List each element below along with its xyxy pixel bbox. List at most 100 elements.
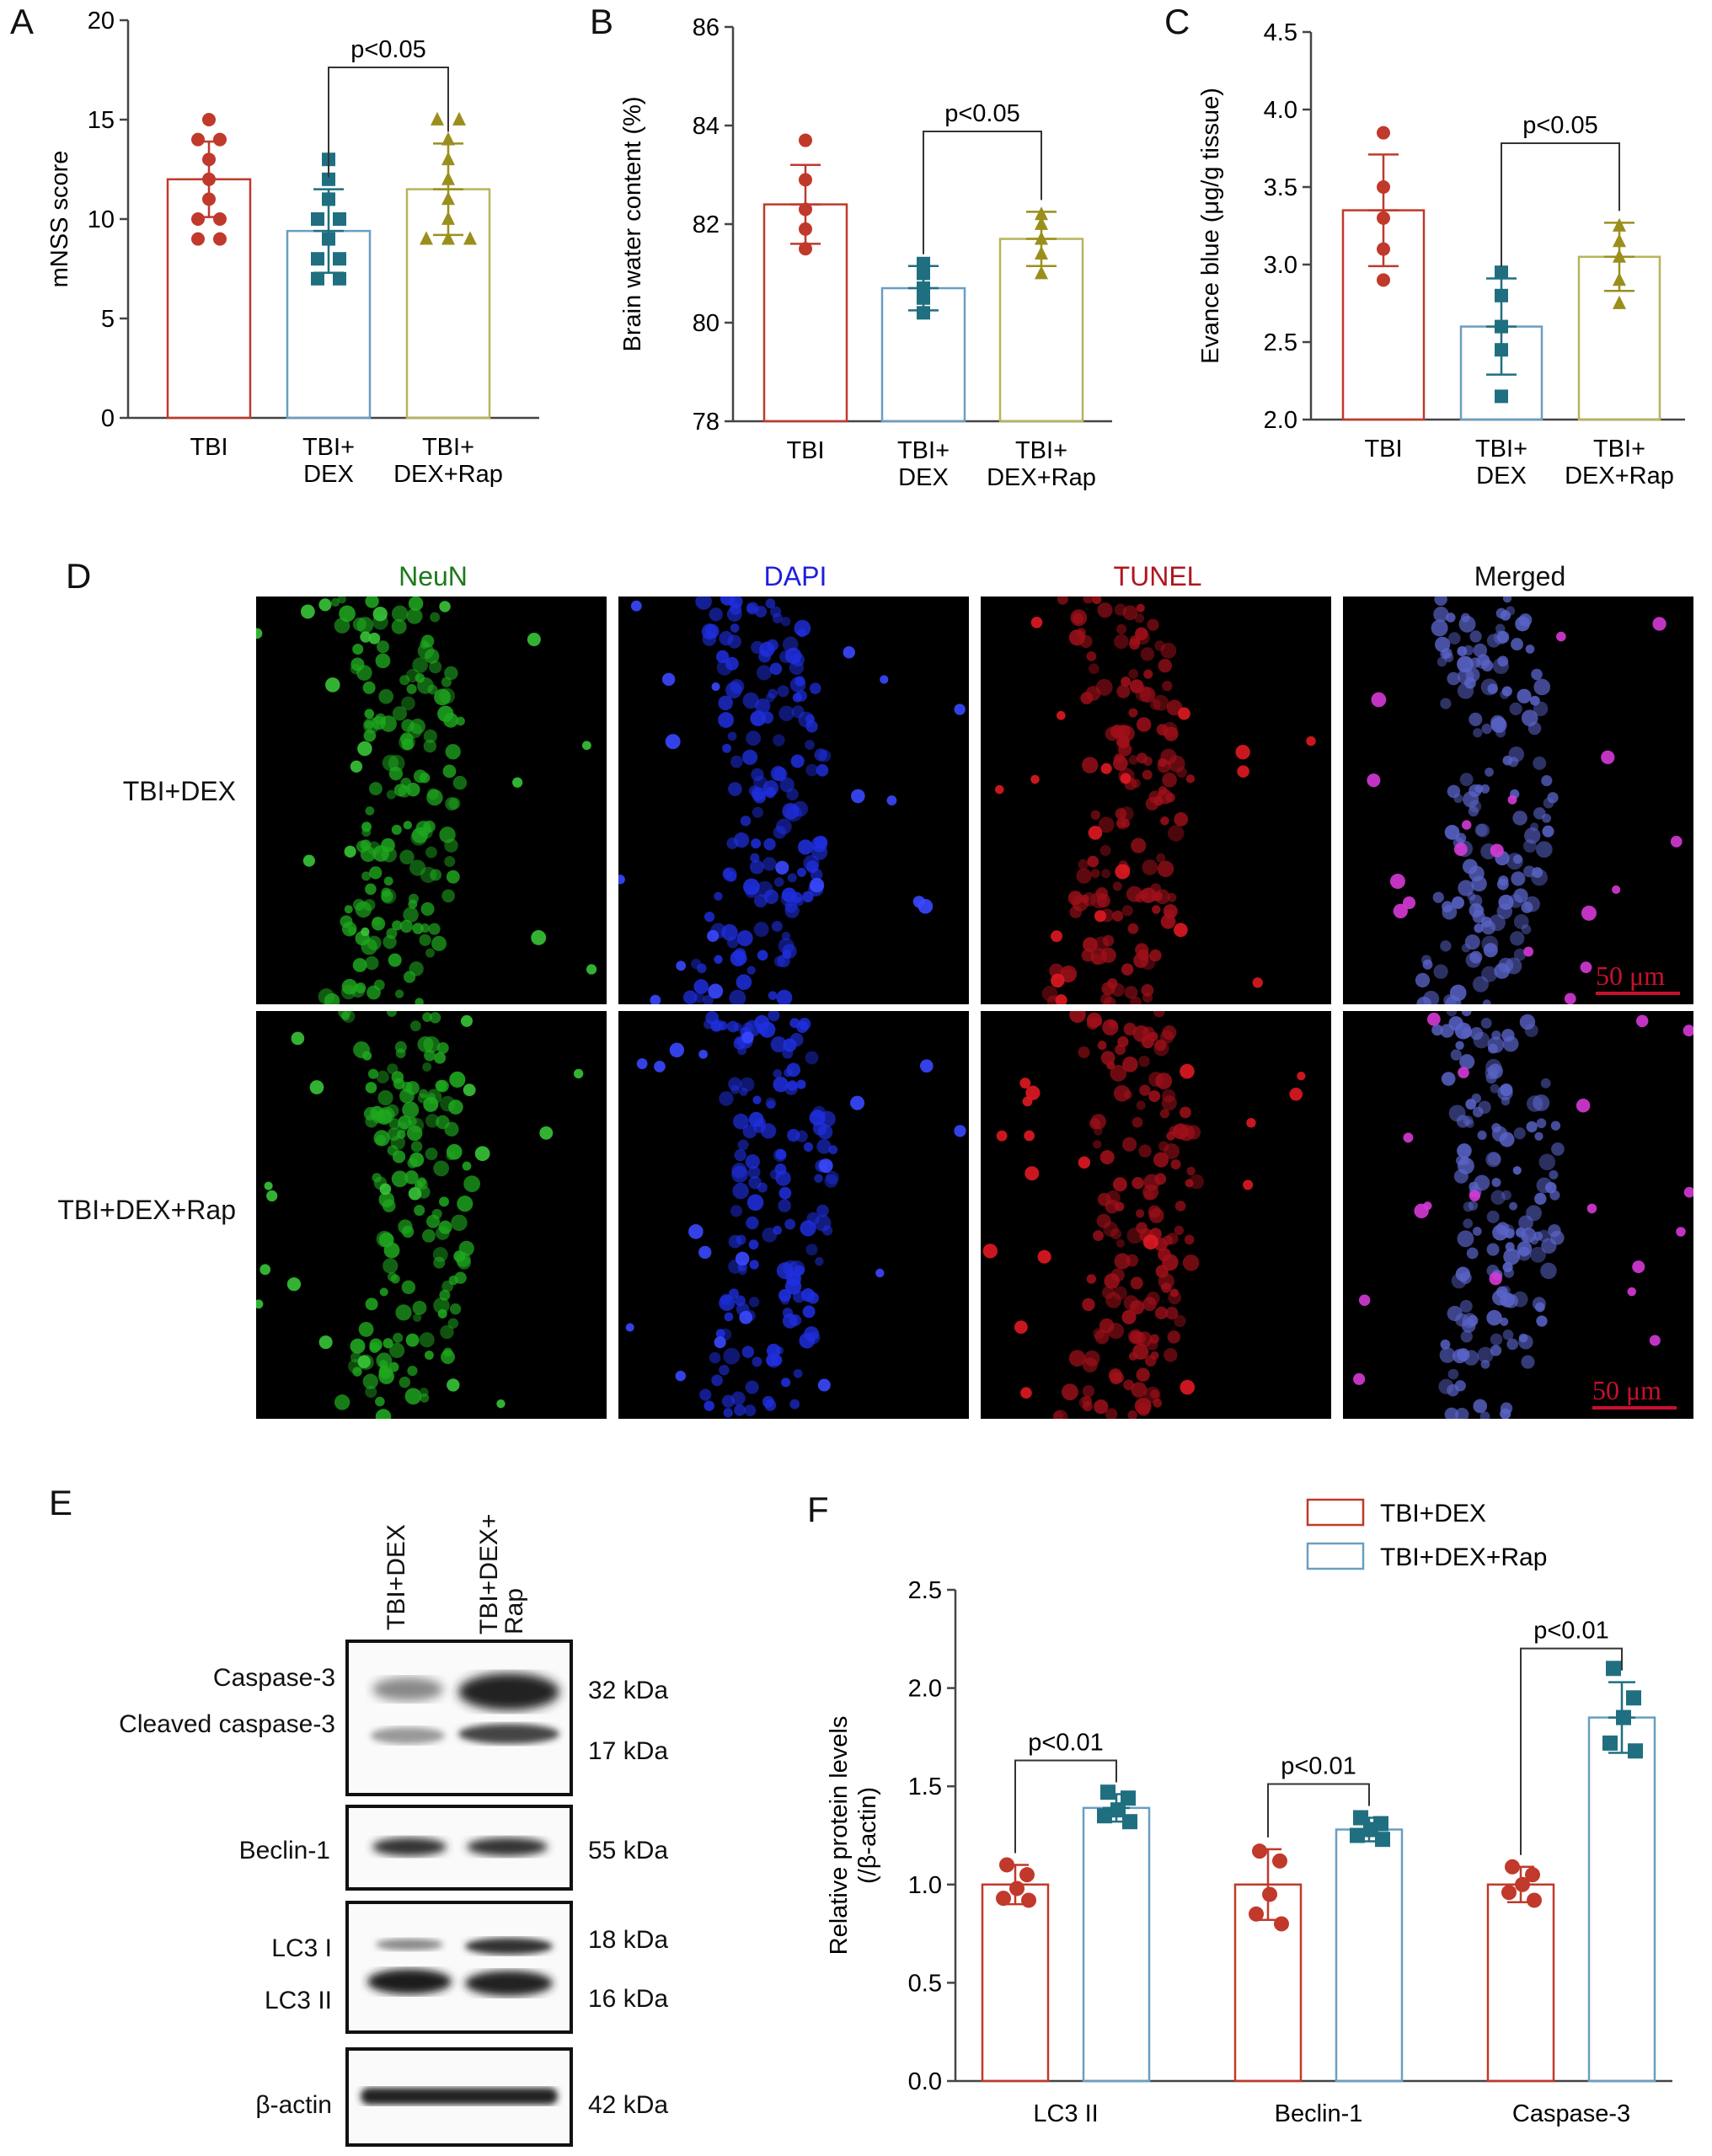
data-point <box>452 111 466 126</box>
cell <box>1485 1151 1501 1168</box>
cell <box>352 617 366 631</box>
cell <box>1095 678 1113 696</box>
cell <box>440 1324 454 1340</box>
cell <box>1122 1057 1138 1073</box>
scattered-cell <box>1423 1201 1432 1211</box>
cell <box>1094 1399 1109 1415</box>
data-point <box>1249 1906 1264 1922</box>
panel-letter-e: E <box>49 1483 73 1522</box>
cell <box>784 1218 796 1230</box>
cell <box>1153 1399 1162 1408</box>
cell <box>407 1366 418 1377</box>
cell <box>1513 914 1529 929</box>
cell <box>682 990 698 1004</box>
cell <box>719 1364 730 1376</box>
cell <box>425 846 437 859</box>
data-point <box>996 1891 1011 1907</box>
data-point <box>917 306 930 320</box>
cell <box>1162 681 1173 692</box>
cell <box>1138 1055 1150 1067</box>
cell <box>1481 966 1498 982</box>
cell <box>347 926 356 935</box>
micrograph-cells <box>982 1011 1306 1419</box>
data-point <box>213 232 227 246</box>
cell <box>742 878 760 896</box>
cell <box>417 1179 428 1190</box>
scattered-cell <box>1177 707 1190 720</box>
cell <box>1073 613 1083 624</box>
data-point <box>1602 1735 1618 1751</box>
cell <box>1526 1121 1538 1133</box>
significance-bracket <box>923 131 1042 254</box>
cell <box>457 1196 473 1212</box>
cell <box>1461 1011 1472 1017</box>
cell <box>1082 1297 1095 1312</box>
scattered-cell <box>1088 826 1103 840</box>
cell <box>438 1220 452 1234</box>
cell <box>1522 839 1537 853</box>
x-tick-label: DEX+Rap <box>1565 463 1674 490</box>
y-tick-label: 2.0 <box>1264 407 1297 434</box>
significance-bracket <box>1014 1759 1117 1854</box>
cell <box>407 1158 418 1169</box>
y-tick-label: 2.5 <box>908 1577 942 1604</box>
cell <box>1107 1322 1125 1340</box>
cell <box>1128 755 1138 765</box>
cell <box>1153 1152 1169 1168</box>
cell <box>730 1084 741 1094</box>
data-point <box>1021 1892 1036 1908</box>
cell <box>773 1148 787 1163</box>
micrograph-tbi-dex-rap-neun <box>256 1011 607 1419</box>
cell <box>773 734 785 746</box>
cell <box>1131 778 1141 789</box>
cell <box>816 764 829 777</box>
cell <box>1157 860 1174 878</box>
data-point <box>311 252 324 266</box>
cell <box>405 1333 420 1347</box>
cell <box>796 1079 806 1089</box>
cell <box>1415 972 1431 988</box>
cell <box>731 1163 747 1179</box>
cell <box>1170 1158 1181 1170</box>
cell <box>1164 909 1175 920</box>
cell <box>729 602 742 615</box>
cell <box>773 826 787 839</box>
data-point <box>1525 1867 1540 1883</box>
cell <box>422 1228 436 1243</box>
cell <box>448 1099 463 1115</box>
scattered-cell <box>809 878 825 893</box>
cell <box>1491 1122 1501 1133</box>
scattered-cell <box>439 601 451 613</box>
cell <box>704 912 715 923</box>
cell <box>748 1111 764 1127</box>
cell <box>375 1409 392 1419</box>
data-point <box>333 212 346 226</box>
cell <box>745 1154 760 1169</box>
cell <box>374 713 387 725</box>
cell <box>446 1151 456 1161</box>
cell <box>1093 1230 1104 1242</box>
data-point <box>1613 249 1626 263</box>
cell <box>1154 1306 1169 1320</box>
cell <box>1534 1192 1547 1206</box>
cell <box>1474 823 1488 837</box>
cell <box>410 1141 423 1153</box>
cell <box>1531 668 1543 681</box>
scattered-cell <box>527 632 541 646</box>
cell <box>1536 1177 1553 1194</box>
cell <box>1156 724 1169 736</box>
y-tick-label: 3.0 <box>1264 252 1297 279</box>
data-point <box>441 152 455 166</box>
cell <box>1433 964 1448 979</box>
cell <box>433 1297 450 1314</box>
data-point <box>213 132 227 147</box>
data-point <box>1035 206 1048 221</box>
cell <box>1518 613 1533 627</box>
cell <box>1461 1027 1473 1038</box>
blot-label-beclin-1: Beclin-1 <box>238 1837 330 1864</box>
blot-caspase-3 <box>345 1640 573 1796</box>
cell <box>1490 717 1507 733</box>
cell <box>1485 1066 1499 1080</box>
cell <box>1094 1126 1103 1136</box>
cell <box>399 733 415 751</box>
